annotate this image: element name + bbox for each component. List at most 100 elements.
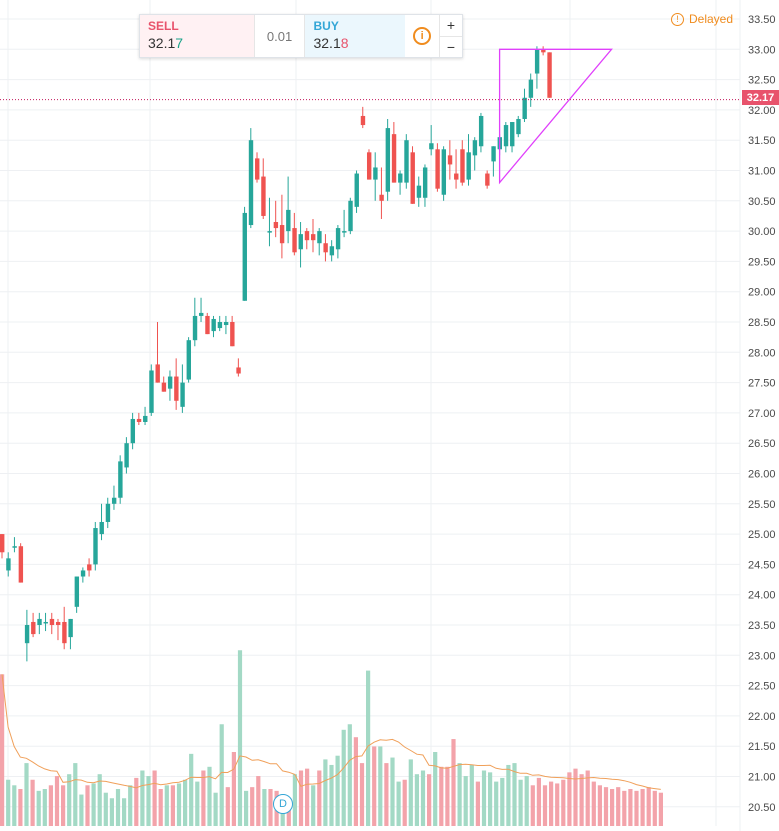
- volume-bar: [652, 790, 657, 826]
- candle: [410, 146, 415, 204]
- candle: [267, 197, 272, 247]
- candle: [180, 364, 185, 413]
- candle: [43, 612, 48, 632]
- volume-bar: [622, 790, 627, 826]
- info-button[interactable]: i: [405, 15, 439, 57]
- volume-bar: [140, 770, 145, 826]
- candle: [460, 140, 465, 186]
- candle: [273, 200, 279, 238]
- candle: [478, 112, 484, 153]
- candle: [516, 115, 521, 138]
- candle: [398, 170, 403, 195]
- volume-bar: [561, 779, 566, 826]
- y-tick-label: 23.00: [748, 650, 776, 662]
- volume-bar: [134, 777, 139, 826]
- volume-bar: [225, 787, 230, 826]
- volume-bar: [6, 779, 11, 826]
- volume-bar: [128, 785, 133, 826]
- candle: [242, 206, 247, 301]
- volume-bar: [170, 785, 175, 826]
- volume-bar: [146, 776, 151, 826]
- candle: [429, 125, 434, 156]
- volume-bar: [628, 789, 633, 826]
- volume-bar: [347, 724, 352, 826]
- plus-button[interactable]: +: [446, 17, 456, 34]
- volume-bar: [24, 763, 29, 826]
- volume-bar: [42, 789, 47, 826]
- volume-bar: [0, 674, 5, 826]
- candle: [510, 122, 515, 153]
- sell-button[interactable]: SELL 32.17: [140, 15, 255, 57]
- sell-price-main: 32.1: [148, 35, 176, 51]
- y-tick-label: 33.50: [748, 14, 776, 26]
- volume-bar: [390, 757, 395, 826]
- volume-bar: [372, 746, 377, 826]
- volume-bar: [463, 776, 468, 826]
- y-tick-label: 32.00: [748, 105, 776, 117]
- quantity-stepper: + −: [439, 15, 462, 57]
- candle: [541, 46, 546, 56]
- volume-bar: [213, 792, 218, 826]
- candle: [373, 152, 378, 201]
- volume-moving-average-line: [1, 674, 661, 790]
- candle: [24, 609, 30, 662]
- dividend-event-badge[interactable]: D: [273, 794, 293, 814]
- y-tick-label: 24.50: [748, 559, 776, 571]
- y-tick-label: 27.50: [748, 378, 776, 390]
- minus-button[interactable]: −: [440, 35, 462, 58]
- y-tick-label: 29.00: [748, 287, 776, 299]
- candle: [354, 170, 359, 213]
- volume-bar: [658, 792, 663, 826]
- delayed-status[interactable]: ! Delayed: [671, 12, 733, 26]
- candle: [335, 225, 341, 259]
- y-tick-label: 23.50: [748, 620, 776, 632]
- candle: [12, 537, 17, 553]
- y-tick-label: 21.50: [748, 741, 776, 753]
- volume-bar: [48, 785, 53, 826]
- y-tick-label: 21.00: [748, 772, 776, 784]
- volume-bar: [292, 774, 297, 826]
- candle: [186, 337, 191, 383]
- candle: [6, 552, 11, 577]
- volume-bar: [262, 789, 267, 826]
- volume-bar: [542, 785, 548, 826]
- volume-bar: [54, 776, 60, 826]
- candle: [192, 297, 198, 347]
- volume-bar: [591, 781, 596, 826]
- candle: [304, 228, 310, 250]
- candle: [0, 534, 5, 559]
- candle: [223, 315, 229, 335]
- candle: [286, 176, 291, 244]
- candles: [0, 46, 552, 662]
- volume-bar: [115, 789, 121, 826]
- buy-button[interactable]: BUY 32.18: [305, 15, 406, 57]
- volume-bar: [567, 772, 572, 826]
- current-price-tag: 32.17: [742, 90, 779, 105]
- y-tick-label: 32.50: [748, 75, 776, 87]
- volume-bar: [597, 785, 602, 826]
- candle: [136, 412, 142, 426]
- chart-grid: [0, 0, 741, 831]
- volume-bar: [268, 789, 273, 826]
- triangle-drawing[interactable]: [498, 48, 613, 185]
- volume-bar: [231, 752, 236, 826]
- volume-bar: [646, 787, 651, 826]
- candle: [111, 485, 117, 510]
- candle: [68, 618, 73, 650]
- y-tick-label: 31.50: [748, 135, 776, 147]
- volume-bar: [152, 770, 157, 826]
- candle: [360, 106, 366, 129]
- volume-bar: [12, 785, 17, 826]
- volume-bar: [97, 774, 102, 826]
- volume-bar: [408, 759, 413, 826]
- y-tick-label: 22.00: [748, 711, 776, 723]
- candle: [422, 164, 428, 207]
- volume-bar: [158, 789, 163, 826]
- volume-bar: [122, 798, 127, 826]
- y-tick-label: 26.50: [748, 438, 776, 450]
- candle: [217, 315, 223, 332]
- y-tick-label: 20.50: [748, 802, 776, 814]
- volume-bar: [201, 770, 206, 826]
- volume-bar: [494, 781, 499, 826]
